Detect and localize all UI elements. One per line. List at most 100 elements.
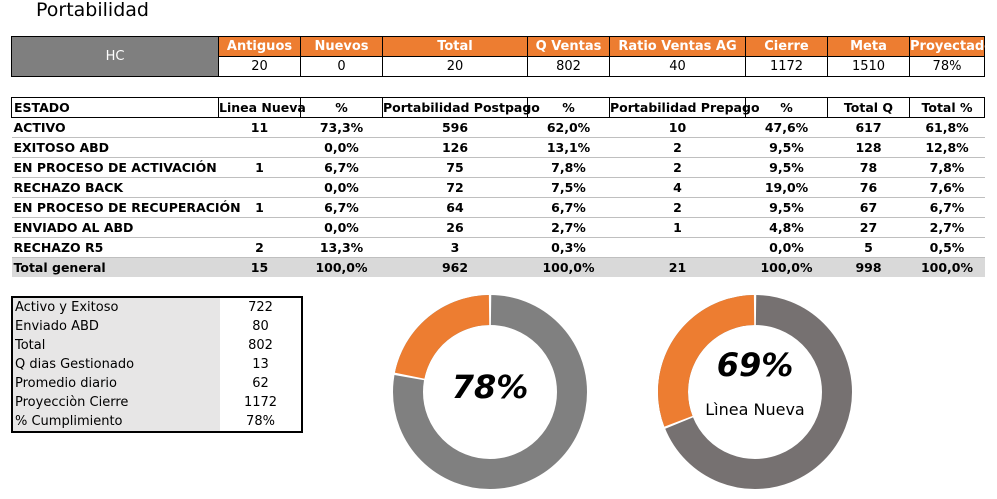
table-row: EN PROCESO DE RECUPERACIÓN 1 6,7% 64 6,7% 2 9,… xyxy=(11,197,985,218)
hc-value-q-ventas[interactable]: 802 xyxy=(527,56,610,77)
table-cell[interactable]: 26 xyxy=(382,217,528,238)
table-cell[interactable]: ACTIVO xyxy=(11,117,219,138)
summary-label: Enviado ABD xyxy=(12,317,220,336)
hc-value-total[interactable]: 20 xyxy=(382,56,528,77)
table-cell[interactable]: 67 xyxy=(827,197,910,218)
table-cell[interactable]: 1 xyxy=(218,157,301,178)
table-cell[interactable]: 6,7% xyxy=(300,197,383,218)
estado-header-cell: Total % xyxy=(909,97,985,118)
table-cell[interactable]: 73,3% xyxy=(300,117,383,138)
table-cell[interactable]: 126 xyxy=(382,137,528,158)
table-cell[interactable]: 617 xyxy=(827,117,910,138)
table-cell[interactable]: 13,3% xyxy=(300,237,383,258)
table-cell[interactable]: 5 xyxy=(827,237,910,258)
table-cell[interactable]: 100,0% xyxy=(527,257,610,277)
table-cell[interactable]: 0,0% xyxy=(300,177,383,198)
table-cell[interactable]: 7,8% xyxy=(527,157,610,178)
table-cell[interactable]: RECHAZO R5 xyxy=(11,237,219,258)
table-cell[interactable]: 100,0% xyxy=(745,257,828,277)
table-cell[interactable]: 27 xyxy=(827,217,910,238)
table-cell[interactable]: Total general xyxy=(11,257,219,277)
table-cell[interactable]: 4,8% xyxy=(745,217,828,238)
table-cell[interactable]: 0,0% xyxy=(745,237,828,258)
hc-value-proyectado[interactable]: 78% xyxy=(909,56,985,77)
table-cell[interactable]: 7,5% xyxy=(527,177,610,198)
table-cell[interactable]: 998 xyxy=(827,257,910,277)
table-cell[interactable]: 1 xyxy=(609,217,746,238)
table-cell[interactable]: 2 xyxy=(218,237,301,258)
table-cell[interactable] xyxy=(218,177,301,198)
table-cell[interactable]: 75 xyxy=(382,157,528,178)
summary-row: Enviado ABD 80 xyxy=(12,317,302,336)
table-cell[interactable]: 78 xyxy=(827,157,910,178)
summary-value[interactable]: 78% xyxy=(220,412,302,432)
table-cell[interactable]: 61,8% xyxy=(909,117,985,138)
table-cell[interactable]: RECHAZO BACK xyxy=(11,177,219,198)
table-cell[interactable] xyxy=(609,237,746,258)
table-cell[interactable]: 7,8% xyxy=(909,157,985,178)
table-cell[interactable]: 6,7% xyxy=(527,197,610,218)
table-cell[interactable]: 4 xyxy=(609,177,746,198)
table-cell[interactable]: 2 xyxy=(609,157,746,178)
table-cell[interactable]: 0,3% xyxy=(527,237,610,258)
table-cell[interactable]: 6,7% xyxy=(909,197,985,218)
table-cell[interactable]: 72 xyxy=(382,177,528,198)
table-cell[interactable]: 2 xyxy=(609,197,746,218)
table-cell[interactable]: 962 xyxy=(382,257,528,277)
table-cell[interactable]: 12,8% xyxy=(909,137,985,158)
table-cell[interactable]: 19,0% xyxy=(745,177,828,198)
table-cell[interactable]: 100,0% xyxy=(300,257,383,277)
hc-header-proyectado: Proyectado xyxy=(909,36,993,57)
summary-value[interactable]: 802 xyxy=(220,336,302,355)
hc-value-ratio-ventas[interactable]: 40 xyxy=(609,56,746,77)
table-cell[interactable]: 2 xyxy=(609,137,746,158)
table-cell[interactable]: 3 xyxy=(382,237,528,258)
summary-value[interactable]: 13 xyxy=(220,355,302,374)
table-cell[interactable]: 9,5% xyxy=(745,157,828,178)
donut-chart-cumplimiento xyxy=(392,294,588,490)
table-cell[interactable]: 9,5% xyxy=(745,197,828,218)
table-cell[interactable]: 1 xyxy=(218,197,301,218)
estado-header-cell: Total Q xyxy=(827,97,910,118)
table-cell[interactable]: 100,0% xyxy=(909,257,985,277)
table-cell[interactable]: ENVIADO AL ABD xyxy=(11,217,219,238)
table-cell[interactable] xyxy=(218,217,301,238)
hc-value-antiguos[interactable]: 20 xyxy=(218,56,301,77)
table-cell[interactable]: 0,0% xyxy=(300,217,383,238)
table-cell[interactable]: 21 xyxy=(609,257,746,277)
summary-value[interactable]: 1172 xyxy=(220,393,302,412)
hc-value-nuevos[interactable]: 0 xyxy=(300,56,383,77)
hc-label: HC xyxy=(11,36,219,77)
table-cell[interactable]: 64 xyxy=(382,197,528,218)
summary-row: Activo y Exitoso 722 xyxy=(12,297,302,317)
table-cell[interactable]: 62,0% xyxy=(527,117,610,138)
table-cell[interactable]: 9,5% xyxy=(745,137,828,158)
summary-value[interactable]: 62 xyxy=(220,374,302,393)
table-row: EXITOSO ABD 0,0% 126 13,1% 2 9,5% 128 12,8% xyxy=(11,137,985,158)
table-cell[interactable]: 10 xyxy=(609,117,746,138)
table-cell[interactable]: EXITOSO ABD xyxy=(11,137,219,158)
table-cell[interactable] xyxy=(218,137,301,158)
hc-table: HC Antiguos Nuevos Total Q Ventas Ratio … xyxy=(11,36,993,77)
table-cell[interactable]: 6,7% xyxy=(300,157,383,178)
summary-value[interactable]: 722 xyxy=(220,297,302,317)
table-row: ACTIVO 11 73,3% 596 62,0% 10 47,6% 617 61,8% xyxy=(11,117,985,138)
table-cell[interactable]: 15 xyxy=(218,257,301,277)
table-cell[interactable]: 7,6% xyxy=(909,177,985,198)
estado-header-cell: ESTADO xyxy=(11,97,219,118)
table-cell[interactable]: 2,7% xyxy=(527,217,610,238)
table-cell[interactable]: 128 xyxy=(827,137,910,158)
table-cell[interactable]: EN PROCESO DE ACTIVACIÓN xyxy=(11,157,219,178)
table-cell[interactable]: 13,1% xyxy=(527,137,610,158)
table-cell[interactable]: 76 xyxy=(827,177,910,198)
table-cell[interactable]: 2,7% xyxy=(909,217,985,238)
table-cell[interactable]: 0,5% xyxy=(909,237,985,258)
summary-value[interactable]: 80 xyxy=(220,317,302,336)
hc-value-meta[interactable]: 1510 xyxy=(827,56,910,77)
table-cell[interactable]: EN PROCESO DE RECUPERACIÓN xyxy=(11,197,241,218)
hc-value-cierre[interactable]: 1172 xyxy=(745,56,828,77)
table-cell[interactable]: 47,6% xyxy=(745,117,828,138)
table-cell[interactable]: 596 xyxy=(382,117,528,138)
table-cell[interactable]: 0,0% xyxy=(300,137,383,158)
table-cell[interactable]: 11 xyxy=(218,117,301,138)
